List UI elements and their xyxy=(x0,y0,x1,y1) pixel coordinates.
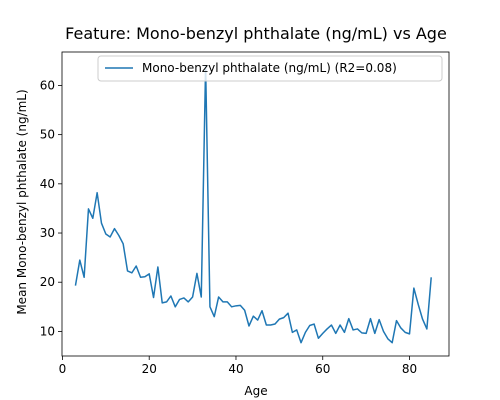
y-tick-label: 20 xyxy=(40,275,55,289)
y-tick-label: 60 xyxy=(40,78,55,92)
y-tick-label: 10 xyxy=(40,324,55,338)
x-tick-label: 0 xyxy=(59,362,67,376)
x-tick-label: 80 xyxy=(402,362,417,376)
y-axis-label-group: Mean Mono-benzyl phthalate (ng/mL) xyxy=(15,89,29,314)
plot-frame xyxy=(62,52,449,356)
legend: Mono-benzyl phthalate (ng/mL) (R2=0.08) xyxy=(98,56,442,81)
y-axis-label: Mean Mono-benzyl phthalate (ng/mL) xyxy=(15,89,29,314)
x-axis-label: Age xyxy=(244,384,267,398)
x-tick-label: 20 xyxy=(142,362,157,376)
plot-area: 0 20 40 60 80 10 20 30 40 50 60 xyxy=(40,52,449,376)
chart-title: Feature: Mono-benzyl phthalate (ng/mL) v… xyxy=(65,24,447,43)
series-line xyxy=(75,66,431,343)
x-tick-label: 60 xyxy=(315,362,330,376)
y-tick-label: 40 xyxy=(40,177,55,191)
y-tick-label: 50 xyxy=(40,128,55,142)
x-tick-label: 40 xyxy=(228,362,243,376)
y-tick-label: 30 xyxy=(40,226,55,240)
legend-entry: Mono-benzyl phthalate (ng/mL) (R2=0.08) xyxy=(142,61,397,75)
